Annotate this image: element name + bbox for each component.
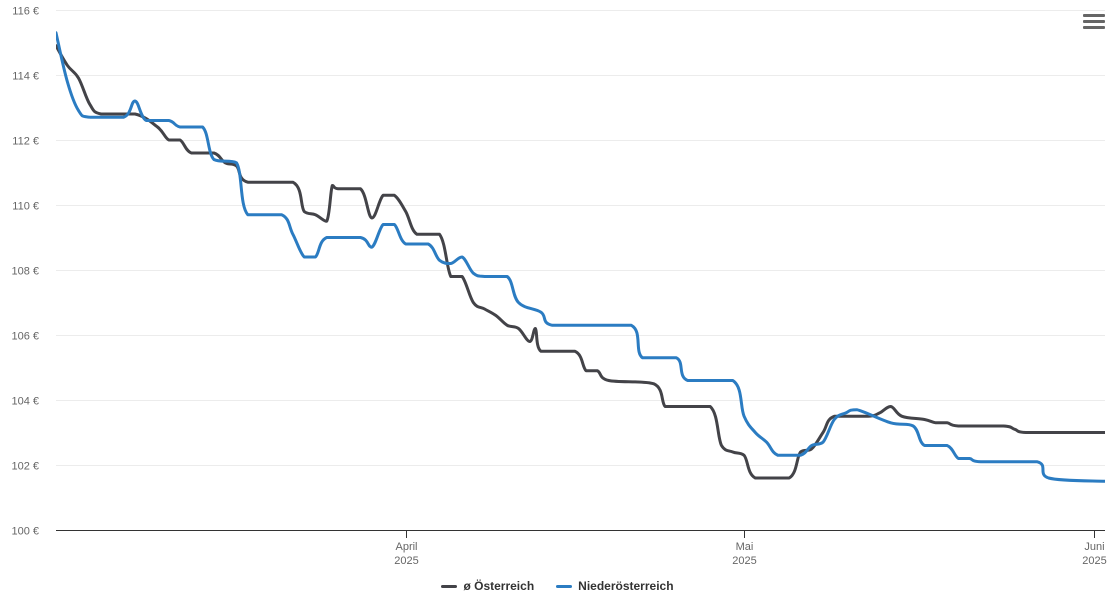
legend-item-oesterreich[interactable]: ø Österreich bbox=[441, 579, 534, 593]
x-tick-label-year: 2025 bbox=[1082, 555, 1106, 567]
grid-lines bbox=[56, 10, 1105, 466]
y-tick-label: 108 € bbox=[11, 266, 39, 278]
legend-swatch-oesterreich bbox=[441, 584, 458, 588]
x-tick-label-month: Juni bbox=[1084, 541, 1104, 553]
x-axis: April 2025 Mai 2025 Juni 2025 bbox=[56, 530, 1107, 567]
y-tick-label: 110 € bbox=[12, 201, 39, 213]
legend-swatch-niederoesterreich bbox=[556, 584, 573, 588]
x-tick-label-year: 2025 bbox=[394, 555, 418, 567]
chart-menu-icon[interactable] bbox=[1083, 12, 1105, 32]
y-tick-label: 106 € bbox=[11, 331, 39, 343]
legend-label-oesterreich: ø Österreich bbox=[463, 579, 535, 593]
y-tick-label: 104 € bbox=[11, 396, 39, 408]
series-line-oesterreich[interactable] bbox=[56, 44, 1105, 480]
y-tick-label: 116 € bbox=[12, 6, 39, 18]
legend: ø Österreich Niederösterreich bbox=[0, 579, 1115, 593]
x-tick-label-month: Mai bbox=[736, 541, 754, 553]
x-tick-label-year: 2025 bbox=[732, 555, 756, 567]
y-tick-label: 112 € bbox=[12, 136, 39, 148]
legend-label-niederoesterreich: Niederösterreich bbox=[578, 579, 674, 593]
y-tick-label: 100 € bbox=[11, 526, 39, 538]
y-axis: 100 € 102 € 104 € 106 € 108 € 110 € 112 € 114 €… bbox=[11, 6, 39, 538]
x-tick-label-month: April bbox=[395, 541, 417, 553]
series-line-niederoesterreich[interactable] bbox=[56, 31, 1105, 483]
series-lines[interactable] bbox=[56, 31, 1105, 483]
legend-item-niederoesterreich[interactable]: Niederösterreich bbox=[556, 579, 674, 593]
y-tick-label: 114 € bbox=[12, 71, 39, 83]
y-tick-label: 102 € bbox=[11, 461, 39, 473]
